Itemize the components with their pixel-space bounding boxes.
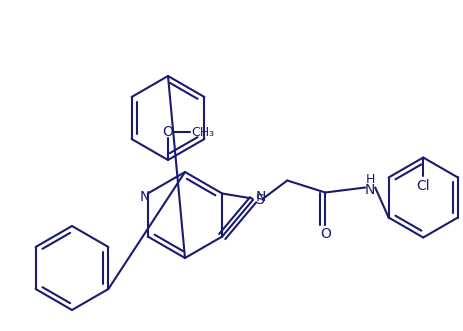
Text: Cl: Cl (416, 178, 430, 193)
Text: S: S (255, 194, 263, 208)
Text: O: O (163, 125, 174, 139)
Text: H: H (366, 173, 375, 186)
Text: N: N (256, 190, 266, 204)
Text: CH₃: CH₃ (191, 125, 214, 138)
Text: N: N (139, 190, 150, 204)
Text: O: O (320, 227, 331, 242)
Text: N: N (365, 182, 375, 197)
